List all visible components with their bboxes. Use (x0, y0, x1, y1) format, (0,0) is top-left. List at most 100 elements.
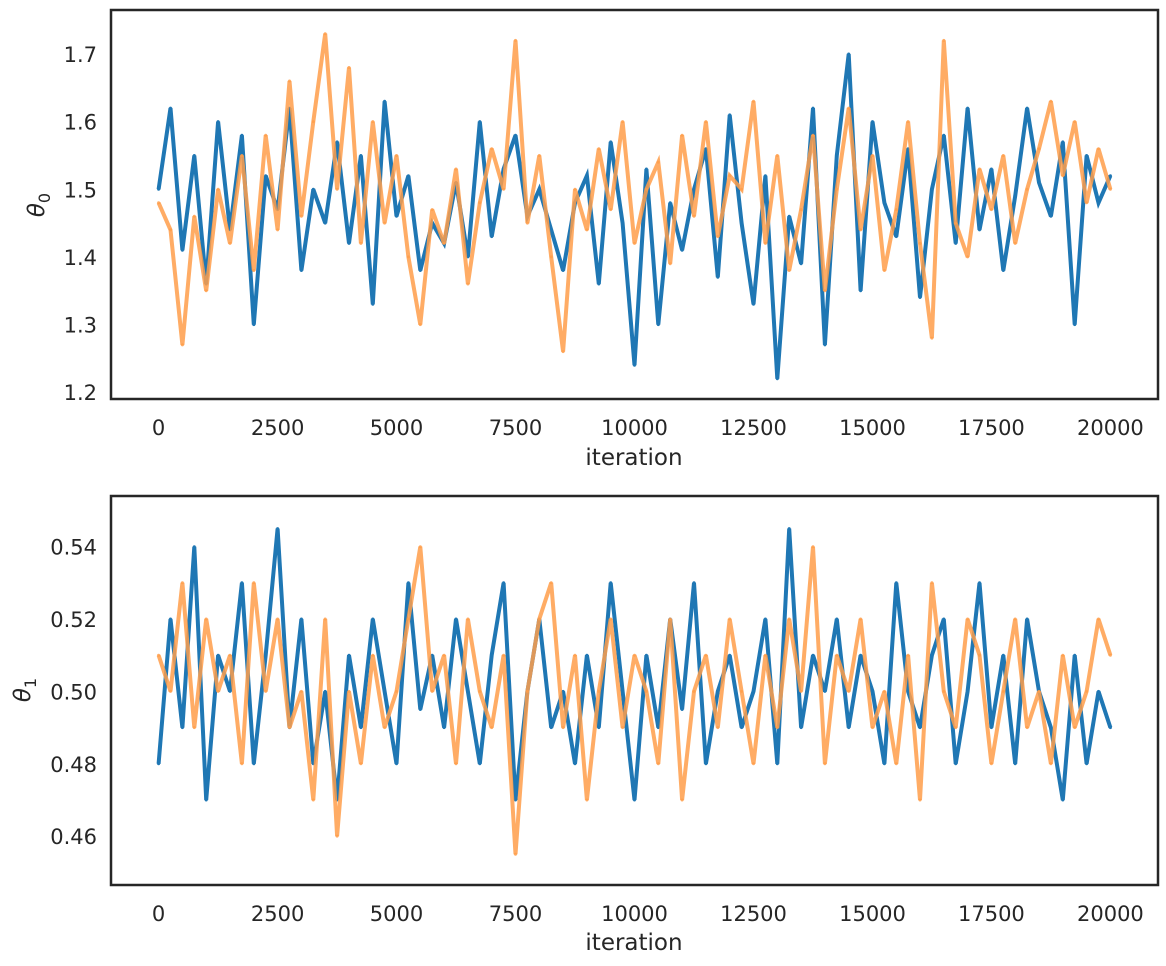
y-tick-label: 1.3 (64, 314, 97, 338)
x-tick-label: 17500 (958, 416, 1025, 440)
series-1-point (406, 255, 410, 259)
series-1-point (799, 689, 803, 693)
series-1-point (561, 350, 565, 354)
series-1-point (621, 120, 625, 124)
x-tick-label: 20000 (1077, 902, 1144, 926)
series-0-point (490, 235, 494, 239)
series-0-point (1108, 174, 1112, 178)
series-1-point (775, 726, 779, 730)
series-0-point (716, 275, 720, 279)
series-1-point (228, 653, 232, 657)
series-0-point (918, 726, 922, 730)
series-1-point (882, 269, 886, 272)
series-1-point (728, 174, 732, 178)
series-0-point (680, 708, 684, 711)
axes-frame (109, 8, 1160, 401)
series-1-point (668, 617, 672, 621)
series-0-point (383, 689, 387, 693)
series-1-point (906, 653, 910, 657)
series-1-point (216, 187, 220, 191)
series-1-point (668, 262, 672, 266)
series-1-point (752, 762, 755, 766)
x-tick-label: 2500 (251, 902, 304, 926)
x-tick-label: 12500 (720, 416, 787, 440)
series-1-point (1049, 99, 1053, 103)
series-0-point (252, 762, 256, 766)
series-1-point (930, 581, 934, 585)
series-0-point (335, 140, 339, 144)
x-tick-label: 12500 (720, 902, 787, 926)
series-0-point (978, 228, 981, 232)
series-1-point (192, 214, 196, 218)
series-1-point (478, 201, 482, 205)
x-tick-labels: 0 2500 5000 7500 10000 12500 15000 17500 20000 (152, 902, 1144, 926)
series-0-point (752, 689, 755, 693)
series-1-point (180, 581, 184, 585)
series-1-point (1049, 762, 1053, 766)
y-tick-label: 1.2 (64, 381, 97, 405)
series-1-point (954, 726, 958, 730)
series-0-point (478, 762, 482, 766)
series-1-point (1037, 147, 1041, 151)
series-1-point (644, 689, 648, 693)
x-tick-label: 7500 (489, 416, 542, 440)
series-0-point (799, 726, 803, 730)
series-1-point (716, 235, 720, 239)
series-1-point (1013, 617, 1017, 621)
series-1-point (1085, 689, 1089, 693)
series-1-point (847, 106, 851, 110)
series-0-point (192, 545, 196, 549)
series-0-point (633, 798, 636, 802)
series-0-point (240, 133, 244, 137)
series-1-point (359, 241, 363, 245)
series-0-point (823, 343, 827, 347)
series-1-point (573, 653, 577, 657)
series-1-point (430, 689, 434, 693)
series-1-point (311, 120, 315, 124)
series-0-point (192, 154, 196, 157)
x-tick-label: 10000 (601, 416, 668, 440)
series-0-point (752, 302, 755, 306)
series-1-point (978, 167, 981, 171)
series-0-point (740, 726, 744, 730)
series-0-point (1097, 201, 1100, 205)
series-0-point (549, 228, 553, 232)
series-0-point (478, 120, 482, 124)
series-1-point (157, 201, 161, 205)
series-1-point (954, 221, 958, 225)
y-tick-label: 0.52 (50, 608, 97, 632)
series-1-point (656, 160, 660, 164)
series-0-point (1085, 762, 1089, 766)
series-1-point (656, 762, 660, 766)
series-1-point (561, 726, 565, 730)
series-0-point (609, 140, 613, 144)
series-0-point (180, 248, 184, 252)
series-1-point (835, 187, 839, 191)
series-1-point (157, 653, 161, 657)
series-1-point (490, 147, 494, 151)
x-tick-label: 15000 (839, 902, 906, 926)
series-0-point (1073, 653, 1077, 657)
series-0-point (1097, 689, 1100, 693)
series-layer (156, 32, 1113, 381)
series-1-point (240, 154, 244, 157)
series-0-point (216, 120, 220, 124)
series-0-point (204, 798, 208, 802)
series-1-point (466, 617, 470, 621)
series-0-point (216, 653, 220, 657)
series-1-point (537, 154, 541, 157)
y-tick-labels: 0.46 0.48 0.50 0.52 0.54 (50, 536, 97, 849)
series-1-point (264, 133, 268, 137)
series-0-point (930, 187, 934, 191)
series-1-point (228, 241, 232, 245)
series-0-point (323, 221, 327, 225)
x-tick-label: 2500 (251, 416, 304, 440)
series-1-point (752, 99, 755, 103)
series-0-point (252, 323, 256, 327)
series-0-point (1013, 762, 1017, 766)
series-1-point (692, 214, 696, 218)
series-1-point (335, 187, 339, 191)
y-tick-label: 1.7 (64, 43, 97, 67)
series-1-point (811, 545, 815, 549)
series-0-point (347, 653, 351, 657)
